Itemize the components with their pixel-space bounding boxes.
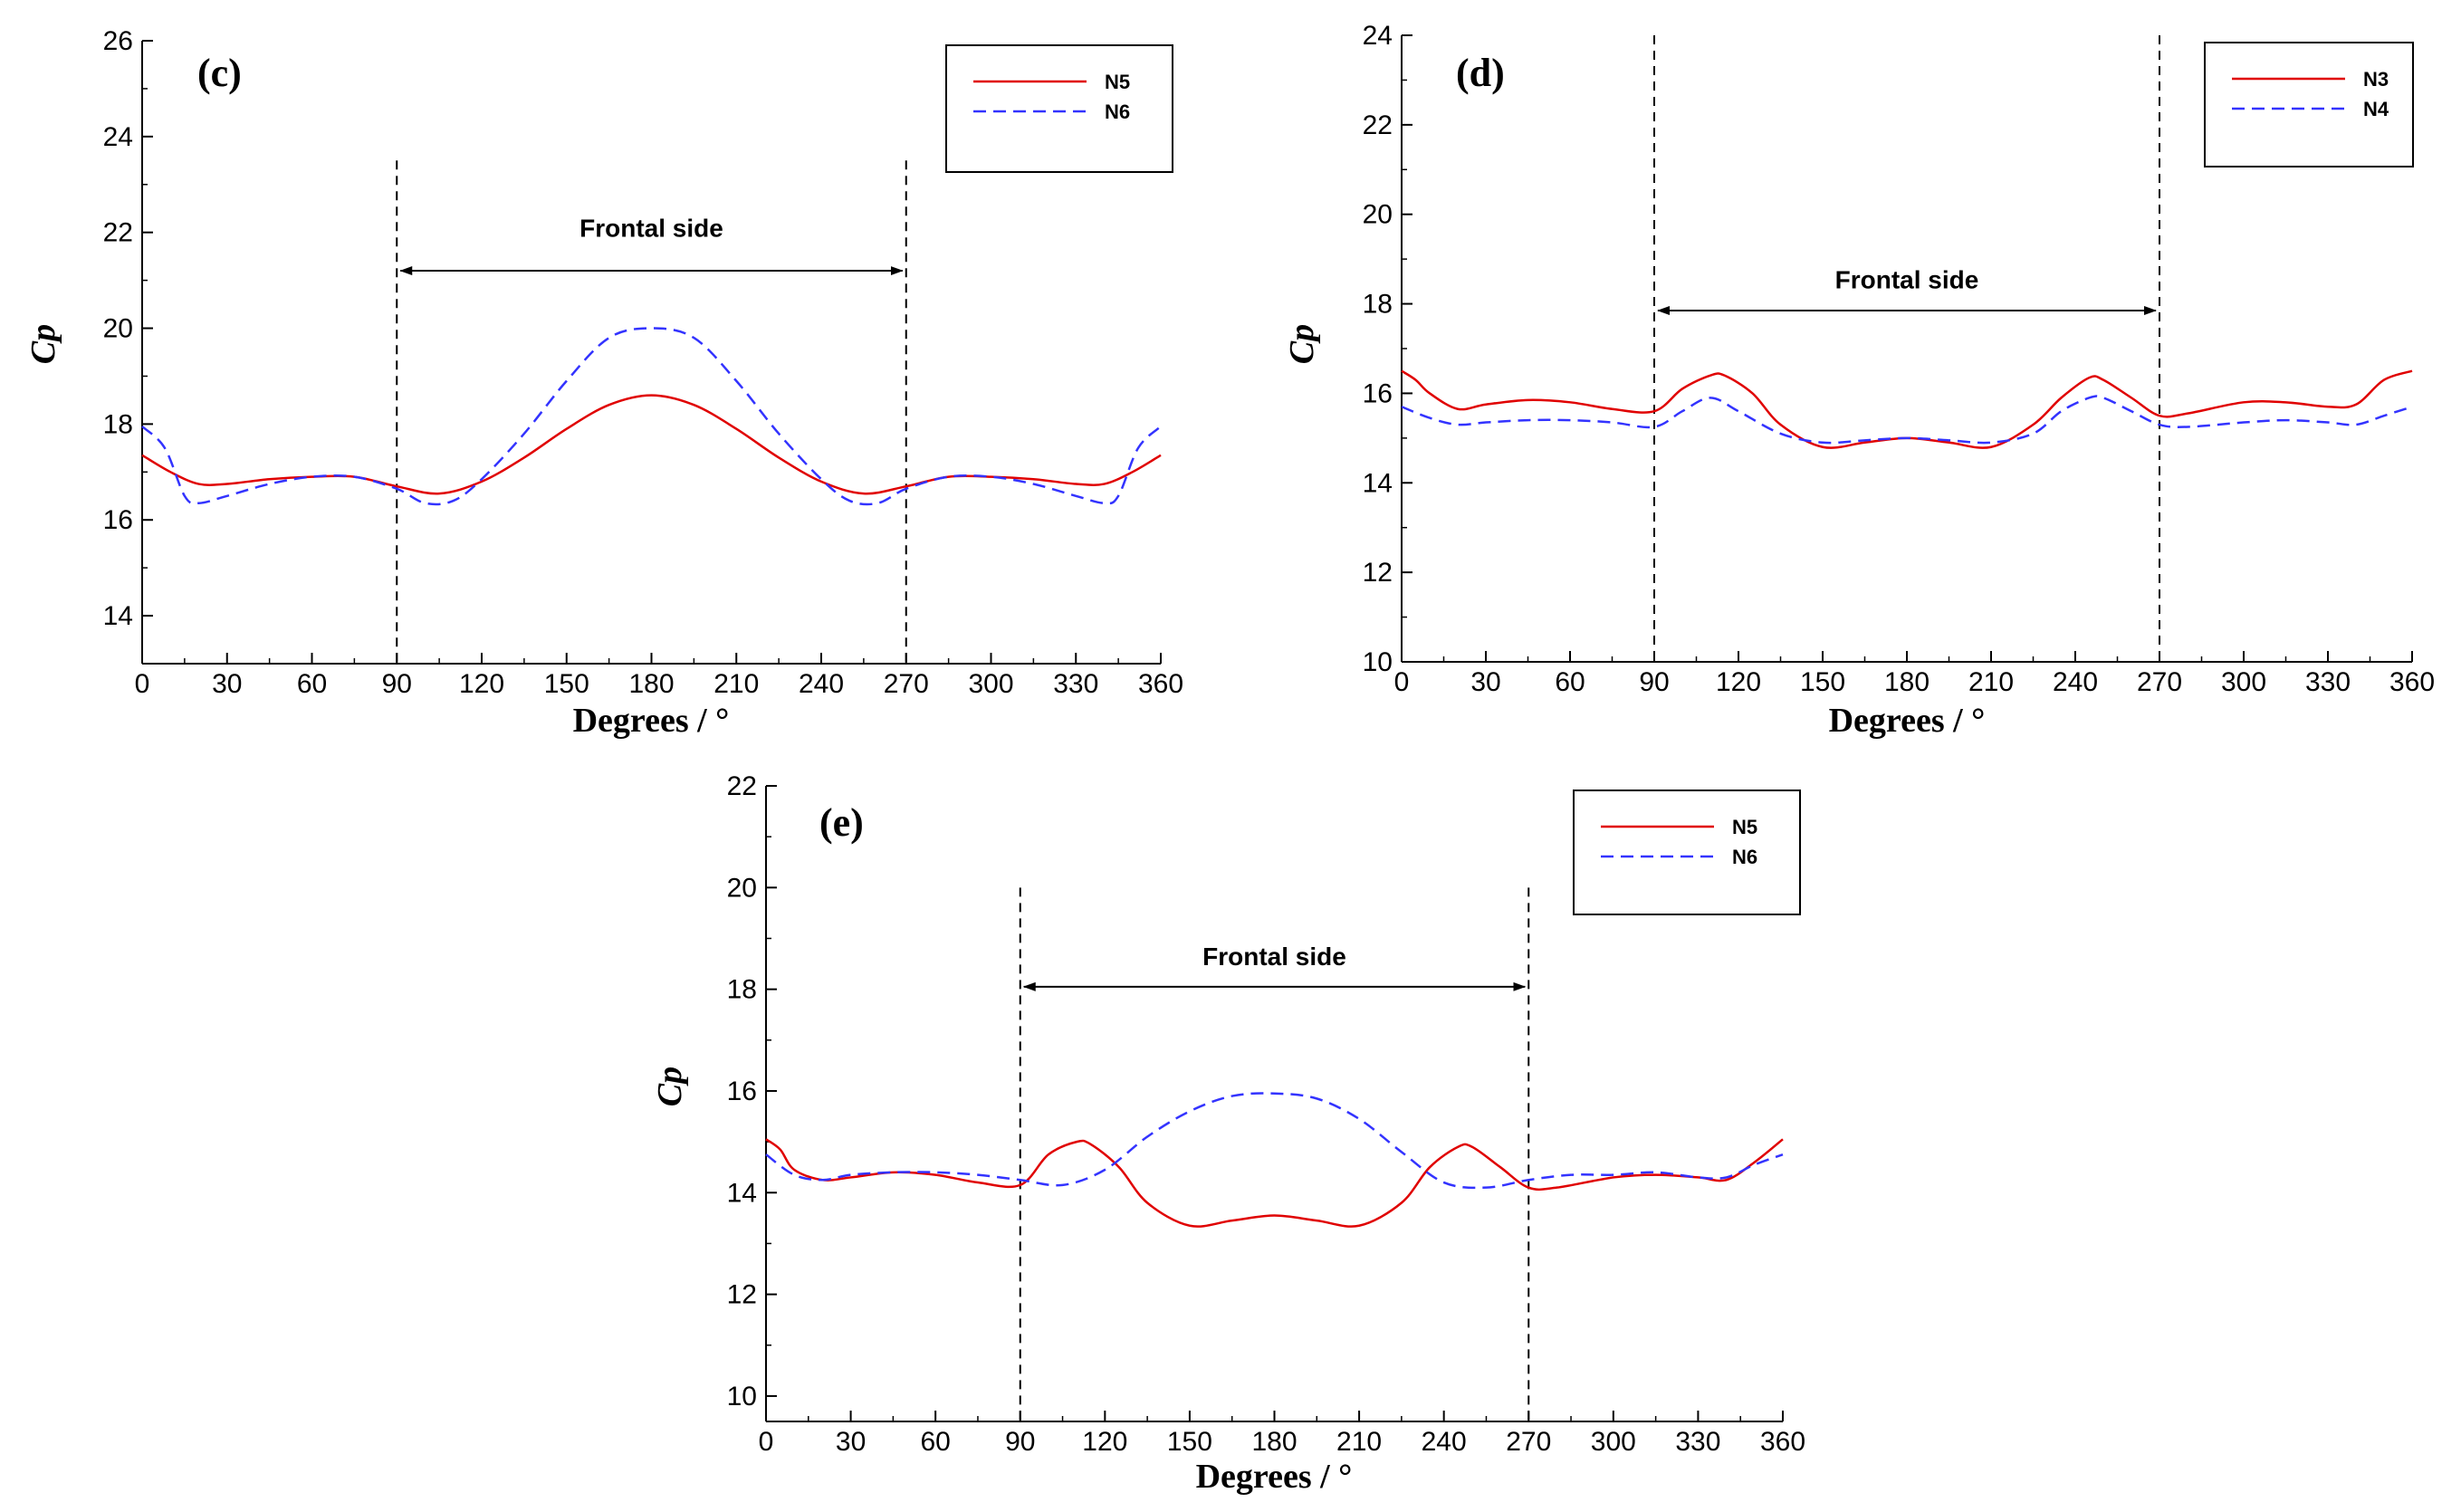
x-tick-label: 330 bbox=[2305, 667, 2351, 697]
y-tick-label: 16 bbox=[103, 505, 133, 535]
x-tick-label: 180 bbox=[1251, 1427, 1297, 1457]
y-tick-label: 22 bbox=[1363, 110, 1393, 140]
x-tick-label: 150 bbox=[544, 669, 589, 699]
y-tick-label: 20 bbox=[103, 314, 133, 344]
y-tick-label: 18 bbox=[727, 975, 757, 1005]
x-tick-label: 270 bbox=[2137, 667, 2182, 697]
legend-box bbox=[1573, 789, 1801, 915]
x-tick-label: 120 bbox=[1082, 1427, 1127, 1457]
legend-box bbox=[945, 44, 1173, 173]
legend-label-n4: N4 bbox=[2363, 98, 2389, 120]
panel-label: (c) bbox=[197, 51, 242, 95]
series-line-n6 bbox=[141, 327, 1162, 506]
series-line-n5 bbox=[141, 394, 1162, 495]
y-tick-label: 18 bbox=[1363, 290, 1393, 320]
x-axis-title: Degrees / ° bbox=[1196, 1458, 1353, 1496]
x-tick-label: 120 bbox=[459, 669, 504, 699]
y-tick-label: 20 bbox=[1363, 200, 1393, 230]
x-tick-label: 360 bbox=[1760, 1427, 1805, 1457]
x-tick-label: 240 bbox=[2053, 667, 2098, 697]
x-axis-title: Degrees / ° bbox=[1829, 702, 1986, 740]
x-tick-label: 0 bbox=[135, 669, 150, 699]
x-tick-label: 60 bbox=[1555, 667, 1585, 697]
x-tick-label: 300 bbox=[1591, 1427, 1636, 1457]
x-tick-label: 0 bbox=[759, 1427, 774, 1457]
x-tick-label: 30 bbox=[836, 1427, 866, 1457]
x-axis-title: Degrees / ° bbox=[573, 702, 730, 740]
x-tick-label: 150 bbox=[1167, 1427, 1212, 1457]
x-tick-label: 240 bbox=[799, 669, 844, 699]
y-tick-label: 24 bbox=[1363, 21, 1393, 51]
y-tick-label: 20 bbox=[727, 873, 757, 903]
x-tick-label: 120 bbox=[1716, 667, 1761, 697]
y-axis-title: Cp bbox=[651, 1067, 689, 1106]
x-tick-label: 240 bbox=[1422, 1427, 1467, 1457]
x-tick-label: 30 bbox=[212, 669, 242, 699]
y-tick-label: 18 bbox=[103, 409, 133, 439]
y-tick-label: 14 bbox=[1363, 468, 1393, 498]
x-tick-label: 150 bbox=[1800, 667, 1845, 697]
x-tick-label: 180 bbox=[628, 669, 674, 699]
x-tick-label: 0 bbox=[1394, 667, 1410, 697]
x-tick-label: 180 bbox=[1884, 667, 1930, 697]
frontal-side-label: Frontal side bbox=[1202, 943, 1346, 971]
x-tick-label: 270 bbox=[1506, 1427, 1551, 1457]
y-tick-label: 26 bbox=[103, 26, 133, 56]
y-tick-label: 10 bbox=[727, 1382, 757, 1412]
y-tick-label: 16 bbox=[1363, 378, 1393, 408]
y-tick-label: 16 bbox=[727, 1077, 757, 1106]
y-tick-label: 14 bbox=[103, 601, 133, 631]
legend-label-n3: N3 bbox=[2363, 68, 2389, 91]
panel-label: (e) bbox=[819, 800, 864, 845]
x-tick-label: 270 bbox=[884, 669, 929, 699]
y-axis-title: Cp bbox=[1283, 324, 1321, 364]
y-tick-label: 12 bbox=[727, 1280, 757, 1310]
x-tick-label: 210 bbox=[713, 669, 759, 699]
y-tick-label: 22 bbox=[103, 218, 133, 248]
panel-label: (d) bbox=[1456, 51, 1505, 95]
x-tick-label: 60 bbox=[297, 669, 327, 699]
chart-panel-c: 14 16 18 20 22 24 26 0 30 60 90 120 150 180 210 240 270 3… bbox=[24, 26, 1183, 740]
x-tick-label: 60 bbox=[920, 1427, 950, 1457]
y-tick-label: 14 bbox=[727, 1178, 757, 1208]
x-tick-label: 300 bbox=[2221, 667, 2266, 697]
series-line-n3 bbox=[1401, 369, 2413, 449]
x-tick-label: 210 bbox=[1968, 667, 2014, 697]
legend-label-n6: N6 bbox=[1105, 100, 1130, 123]
legend-box bbox=[2204, 42, 2414, 167]
frontal-side-label: Frontal side bbox=[1835, 265, 1979, 293]
x-tick-label: 330 bbox=[1675, 1427, 1720, 1457]
y-tick-label: 22 bbox=[727, 771, 757, 801]
series-line-n6 bbox=[765, 1092, 1784, 1190]
y-axis-title: Cp bbox=[24, 324, 62, 364]
x-tick-label: 210 bbox=[1336, 1427, 1382, 1457]
legend-label-n5: N5 bbox=[1732, 816, 1757, 838]
series-line-n4 bbox=[1401, 395, 2413, 445]
x-tick-label: 90 bbox=[382, 669, 412, 699]
frontal-side-label: Frontal side bbox=[579, 214, 723, 242]
y-tick-label: 10 bbox=[1363, 647, 1393, 677]
x-tick-label: 360 bbox=[2389, 667, 2435, 697]
y-tick-label: 12 bbox=[1363, 558, 1393, 588]
legend-label-n6: N6 bbox=[1732, 846, 1757, 868]
legend-label-n5: N5 bbox=[1105, 71, 1130, 93]
series-line-n5 bbox=[765, 1138, 1784, 1228]
x-tick-label: 360 bbox=[1138, 669, 1183, 699]
x-tick-label: 90 bbox=[1639, 667, 1669, 697]
x-tick-label: 300 bbox=[968, 669, 1013, 699]
chart-panel-e: 10 12 14 16 18 20 22 0 30 60 90 120 150 180 210 240 270 3… bbox=[651, 771, 1805, 1496]
x-tick-label: 330 bbox=[1053, 669, 1098, 699]
x-tick-label: 30 bbox=[1470, 667, 1500, 697]
y-tick-label: 24 bbox=[103, 122, 133, 152]
x-tick-label: 90 bbox=[1005, 1427, 1035, 1457]
